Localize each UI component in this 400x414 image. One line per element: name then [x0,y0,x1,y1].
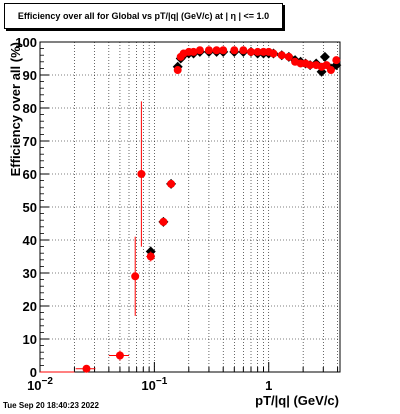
y-tick-label: 60 [23,167,37,182]
data-series [40,46,342,373]
data-point [269,49,278,58]
x-tick-label: 10−2 [27,376,53,393]
grid-lines [40,42,340,372]
y-axis-label: Efficiency over all (%) [8,42,23,176]
data-point [319,51,330,62]
x-axis-label: pT/|q| (GeV/c) [255,393,339,408]
y-tick-label: 90 [23,68,37,83]
data-point [306,61,315,70]
axis-ticks: 0 10 20 30 40 50 60 70 80 90 100 10−2 10−1 1 [15,35,339,393]
data-point [239,46,248,55]
data-point [284,52,293,61]
chart-title: Efficiency over all for Global vs pT/|q|… [17,11,270,21]
y-tick-label: 100 [15,35,37,50]
y-tick-label: 50 [23,200,37,215]
data-point [115,351,124,360]
x-tick-label: 10−1 [141,376,167,393]
data-point [189,47,198,56]
data-point [230,46,239,55]
y-tick-label: 80 [23,101,37,116]
title-box: Efficiency over all for Global vs pT/|q|… [4,3,283,29]
data-point [219,46,228,55]
data-point [253,47,262,56]
y-tick-label: 70 [23,134,37,149]
timestamp: Tue Sep 20 18:40:23 2022 [3,401,99,410]
data-point [204,46,213,55]
data-point [332,56,341,65]
data-point [247,47,256,56]
x-tick-label: 1 [265,378,272,393]
y-tick-label: 0 [30,365,37,380]
y-tick-label: 20 [23,299,37,314]
data-point [146,252,155,261]
data-point [326,66,335,75]
data-point [159,217,168,226]
data-point [173,66,182,75]
data-point [137,170,146,178]
y-tick-label: 40 [23,233,37,248]
y-tick-label: 10 [23,332,37,347]
data-point [82,364,91,373]
axis-labels: pT/|q| (GeV/c) Efficiency over all (%) [8,42,339,408]
data-point [212,46,221,55]
y-tick-label: 30 [23,266,37,281]
data-point [131,272,140,281]
data-point [277,51,286,60]
series-red [40,46,341,373]
data-point [167,179,176,188]
series-black [40,46,342,373]
data-point [195,46,204,55]
